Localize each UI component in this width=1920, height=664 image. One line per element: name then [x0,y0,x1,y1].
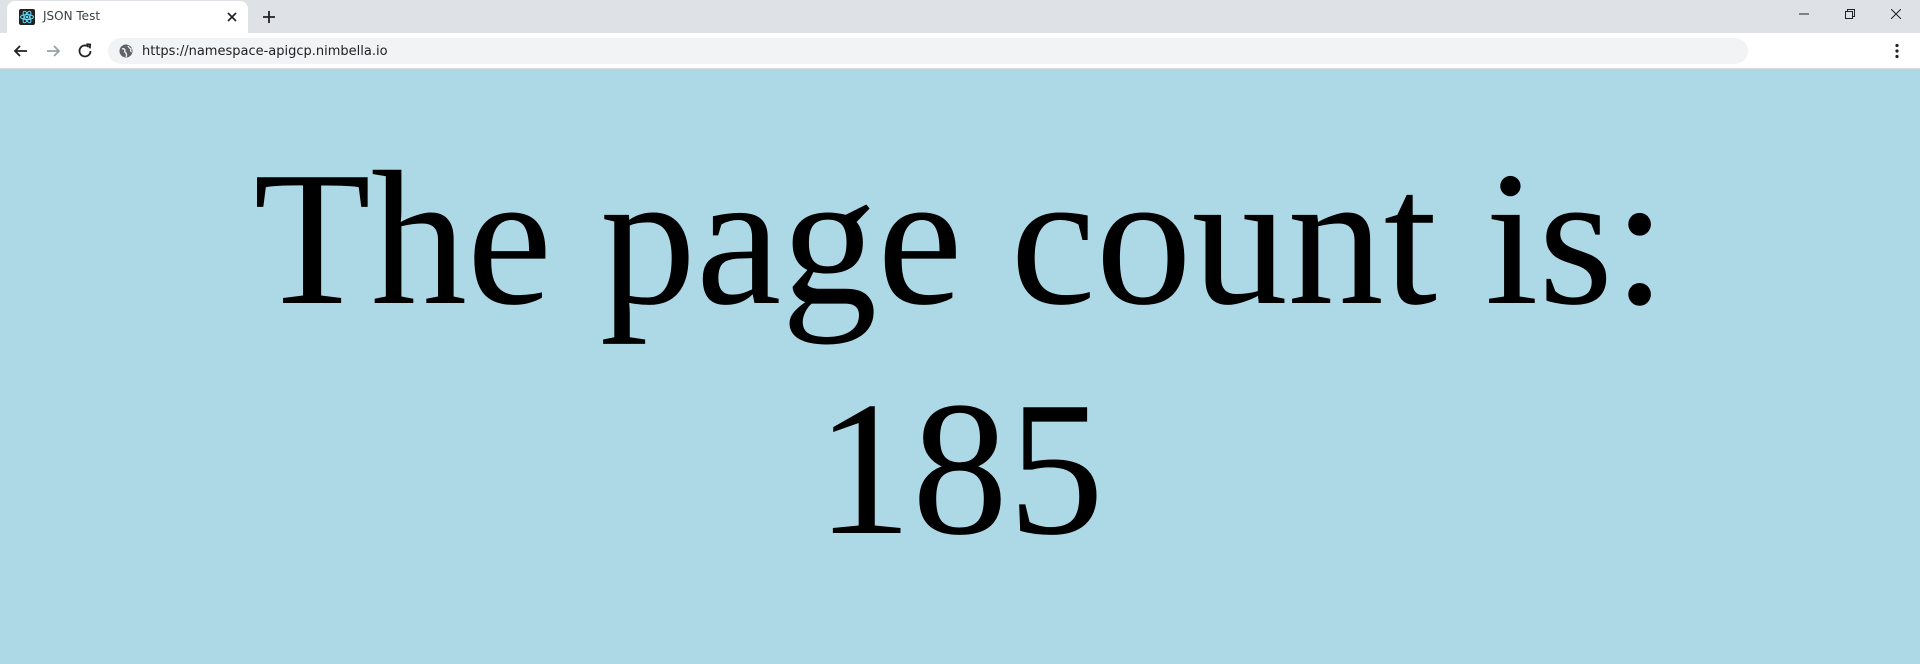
close-window-button[interactable] [1873,0,1919,28]
browser-tab[interactable]: JSON Test [7,1,248,33]
reload-icon[interactable] [75,41,95,61]
globe-icon[interactable] [118,43,134,59]
new-tab-plus-icon[interactable] [259,7,279,27]
forward-arrow-icon[interactable] [43,41,63,61]
minimize-icon [1799,13,1809,15]
more-options-icon[interactable] [1887,41,1907,61]
page-count-heading: The page count is: 185 [0,124,1920,584]
tab-close-icon[interactable] [224,9,240,25]
tab-strip: JSON Test [0,0,1920,33]
page-viewport: The page count is: 185 [0,70,1920,664]
restore-window-button[interactable] [1827,0,1873,28]
browser-toolbar [0,33,1920,69]
page-count-label: The page count is: [253,132,1667,345]
close-icon [1891,9,1901,19]
tab-title: JSON Test [43,9,101,23]
minimize-window-button[interactable] [1781,0,1827,28]
page-count-value: 185 [816,362,1104,575]
address-bar[interactable] [108,38,1748,64]
back-arrow-icon[interactable] [11,41,31,61]
react-atom-icon [19,9,35,25]
restore-icon [1845,9,1855,19]
url-input[interactable] [142,42,1722,60]
